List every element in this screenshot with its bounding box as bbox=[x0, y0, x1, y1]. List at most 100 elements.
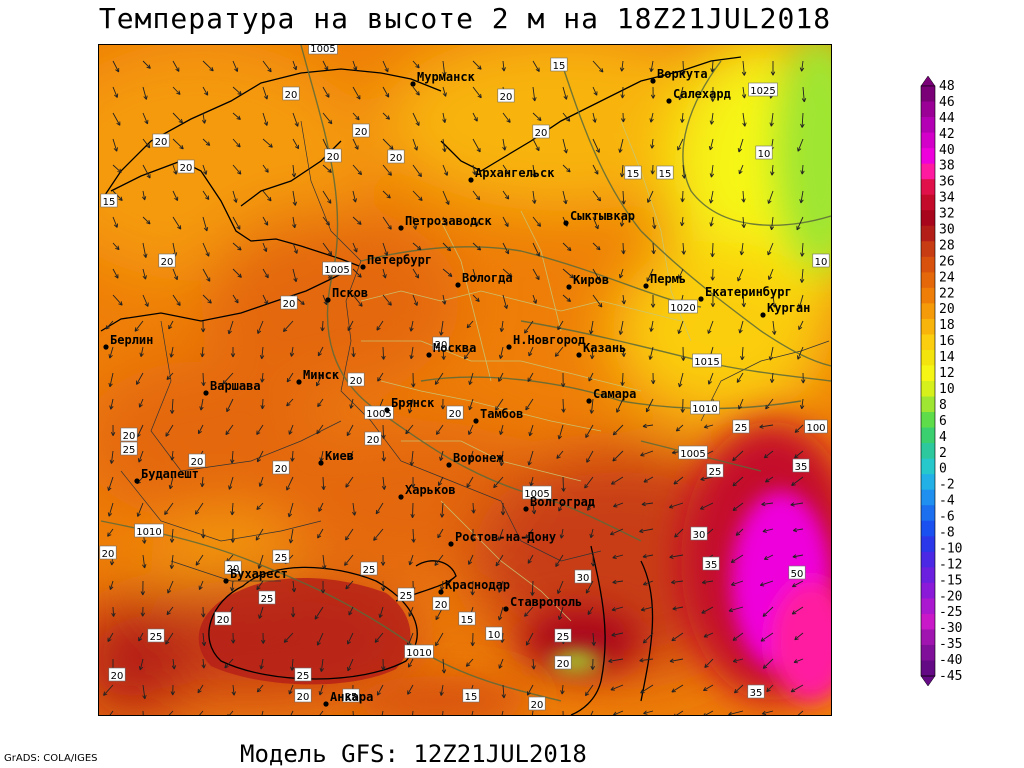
wind-arrow bbox=[227, 320, 234, 335]
wind-arrow bbox=[643, 476, 654, 483]
contour-label: 20 bbox=[347, 372, 365, 387]
wind-arrow bbox=[768, 346, 774, 361]
wind-arrow bbox=[770, 61, 776, 76]
wind-arrow bbox=[799, 398, 805, 410]
wind-arrow bbox=[528, 424, 534, 437]
contour-label: 25 bbox=[294, 667, 312, 682]
wind-arrow bbox=[762, 606, 774, 617]
wind-arrow bbox=[258, 606, 264, 619]
wind-arrow bbox=[612, 450, 624, 462]
wind-arrow bbox=[316, 632, 324, 646]
wind-arrow bbox=[562, 138, 568, 154]
wind-arrow bbox=[611, 606, 624, 612]
wind-arrow bbox=[769, 372, 775, 383]
wind-arrow bbox=[232, 190, 238, 203]
wind-arrow bbox=[765, 476, 774, 483]
wind-arrow bbox=[282, 320, 294, 333]
wind-arrow bbox=[290, 450, 295, 462]
wind-arrow bbox=[769, 216, 775, 231]
wind-arrow bbox=[589, 398, 594, 414]
wind-arrow bbox=[739, 242, 745, 256]
svg-text:15: 15 bbox=[553, 61, 566, 72]
contour-label: 1020 bbox=[668, 299, 698, 314]
wind-arrow bbox=[799, 60, 805, 72]
wind-arrow bbox=[228, 476, 234, 490]
wind-arrow bbox=[322, 242, 333, 256]
wind-arrow bbox=[112, 164, 122, 174]
wind-arrow bbox=[352, 112, 360, 121]
legend-label: 28 bbox=[939, 238, 955, 253]
wind-arrow bbox=[742, 112, 747, 127]
wind-arrow bbox=[260, 398, 265, 410]
contour-label: 1005 bbox=[364, 405, 394, 420]
temperature-field bbox=[99, 45, 831, 715]
wind-arrow bbox=[409, 346, 414, 360]
contour-label: 20 bbox=[364, 431, 382, 446]
svg-text:Ростов-на-Дону: Ростов-на-Дону bbox=[455, 530, 556, 544]
legend-swatch bbox=[921, 582, 935, 599]
wind-arrow bbox=[142, 242, 148, 258]
wind-arrow bbox=[112, 60, 120, 73]
wind-arrow bbox=[201, 372, 206, 387]
svg-text:35: 35 bbox=[750, 688, 763, 699]
contour-label: 25 bbox=[554, 628, 572, 643]
wind-arrow bbox=[381, 658, 386, 671]
wind-arrow bbox=[292, 190, 298, 206]
svg-text:20: 20 bbox=[531, 700, 544, 711]
wind-arrow bbox=[794, 424, 804, 433]
wind-arrow bbox=[639, 528, 654, 534]
wind-arrow bbox=[202, 294, 212, 304]
legend-label: 6 bbox=[939, 414, 947, 429]
svg-text:Воронеж: Воронеж bbox=[453, 451, 504, 465]
contour-label: 15 bbox=[100, 193, 118, 208]
wind-arrow bbox=[105, 320, 114, 330]
wind-arrow bbox=[797, 710, 804, 715]
svg-text:15: 15 bbox=[659, 169, 672, 180]
legend-label: 18 bbox=[939, 318, 955, 333]
wind-arrow bbox=[671, 632, 684, 642]
wind-arrow bbox=[197, 684, 204, 694]
wind-arrow bbox=[647, 190, 654, 203]
wind-arrow bbox=[763, 450, 774, 459]
svg-text:Казань: Казань bbox=[583, 341, 626, 355]
wind-arrow bbox=[171, 658, 177, 670]
wind-arrow bbox=[262, 164, 269, 173]
wind-arrow bbox=[498, 346, 504, 359]
wind-arrow bbox=[231, 632, 236, 644]
svg-text:20: 20 bbox=[435, 340, 448, 351]
legend-label: 30 bbox=[939, 223, 955, 238]
contour-label: 20 bbox=[446, 405, 464, 420]
wind-arrow bbox=[230, 502, 235, 516]
wind-arrow bbox=[172, 164, 178, 175]
wind-arrow bbox=[230, 347, 236, 358]
legend-label: -10 bbox=[939, 541, 962, 556]
wind-arrow bbox=[532, 216, 542, 227]
wind-arrow bbox=[411, 528, 416, 543]
wind-arrow bbox=[620, 86, 625, 99]
wind-arrow bbox=[499, 424, 504, 436]
legend-swatch bbox=[921, 520, 935, 537]
legend-label: 44 bbox=[939, 111, 955, 126]
contour-label: 20 bbox=[554, 655, 572, 670]
wind-arrow bbox=[380, 554, 386, 566]
legend-label: -45 bbox=[939, 669, 962, 684]
wind-arrow bbox=[440, 398, 446, 410]
wind-arrow bbox=[562, 268, 574, 279]
contour-label: 20 bbox=[158, 253, 176, 268]
wind-arrow bbox=[587, 606, 594, 615]
wind-arrow bbox=[732, 632, 744, 641]
wind-arrow bbox=[287, 502, 294, 518]
wind-arrow bbox=[434, 554, 444, 566]
wind-arrow bbox=[472, 242, 482, 251]
wind-arrow bbox=[201, 528, 206, 539]
wind-arrow bbox=[621, 112, 626, 123]
wind-arrow bbox=[202, 242, 210, 257]
wind-arrow bbox=[256, 502, 264, 511]
wind-arrow bbox=[680, 112, 685, 123]
wind-arrow bbox=[590, 658, 595, 670]
wind-arrow bbox=[468, 372, 474, 386]
wind-arrow bbox=[759, 580, 774, 587]
wind-arrow bbox=[202, 60, 214, 72]
legend-label: 2 bbox=[939, 446, 947, 461]
wind-arrow bbox=[319, 658, 324, 672]
